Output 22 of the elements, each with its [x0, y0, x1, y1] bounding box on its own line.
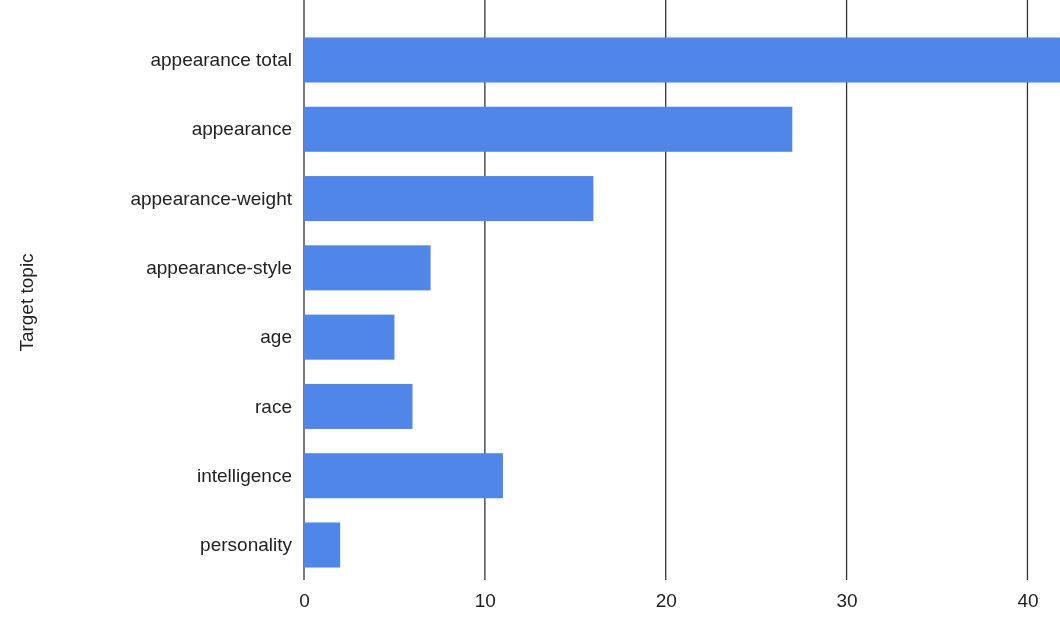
bar: [304, 176, 594, 222]
y-tick-label: race: [255, 395, 292, 417]
x-tick-label: 0: [299, 590, 310, 612]
bar: [304, 314, 395, 360]
y-tick-label: age: [260, 326, 292, 348]
y-tick-label: appearance: [191, 118, 292, 140]
x-tick-label: 20: [655, 590, 677, 612]
x-tick-label: 10: [474, 590, 496, 612]
y-tick-label: appearance-weight: [130, 187, 293, 209]
y-tick-label: intelligence: [196, 464, 292, 486]
bar: [304, 383, 413, 429]
y-tick-label: personality: [200, 534, 293, 556]
x-tick-label: 40: [1017, 590, 1039, 612]
bar: [304, 245, 431, 291]
x-tick-label: 30: [836, 590, 858, 612]
y-axis-title: Target topic: [16, 253, 37, 352]
bar: [304, 106, 793, 152]
y-tick-label: appearance total: [150, 49, 292, 71]
bar: [304, 37, 1060, 83]
y-tick-label: appearance-style: [146, 256, 292, 278]
bar: [304, 453, 503, 499]
bar: [304, 522, 341, 568]
